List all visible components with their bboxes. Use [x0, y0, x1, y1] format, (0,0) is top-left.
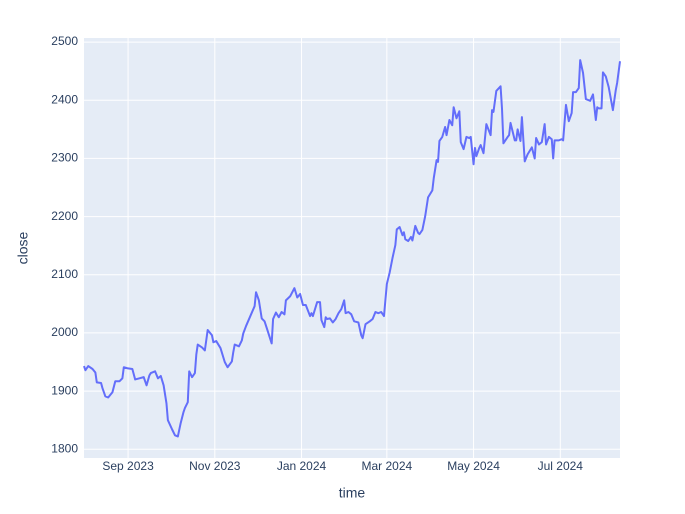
marks [83, 59, 621, 438]
x-axis-title: time [339, 485, 366, 501]
y-tick-label: 2200 [51, 209, 78, 223]
y-tick-label: 2100 [51, 267, 78, 281]
y-tick-label: 2400 [51, 92, 78, 106]
x-tick-label: May 2024 [447, 459, 500, 473]
x-tick-label: Jan 2024 [277, 459, 327, 473]
y-tick-label: 2000 [51, 325, 78, 339]
line-series [83, 59, 621, 438]
x-tick-label: Nov 2023 [189, 459, 241, 473]
plot-area [84, 38, 620, 458]
grid [84, 38, 620, 458]
y-tick-label: 2300 [51, 151, 78, 165]
y-axis-title: close [15, 231, 31, 264]
x-tick-label: Mar 2024 [361, 459, 412, 473]
x-tick-label: Sep 2023 [102, 459, 154, 473]
y-tick-label: 1800 [51, 441, 78, 455]
y-tick-label: 1900 [51, 383, 78, 397]
x-tick-label: Jul 2024 [538, 459, 584, 473]
y-tick-label: 2500 [51, 34, 78, 48]
